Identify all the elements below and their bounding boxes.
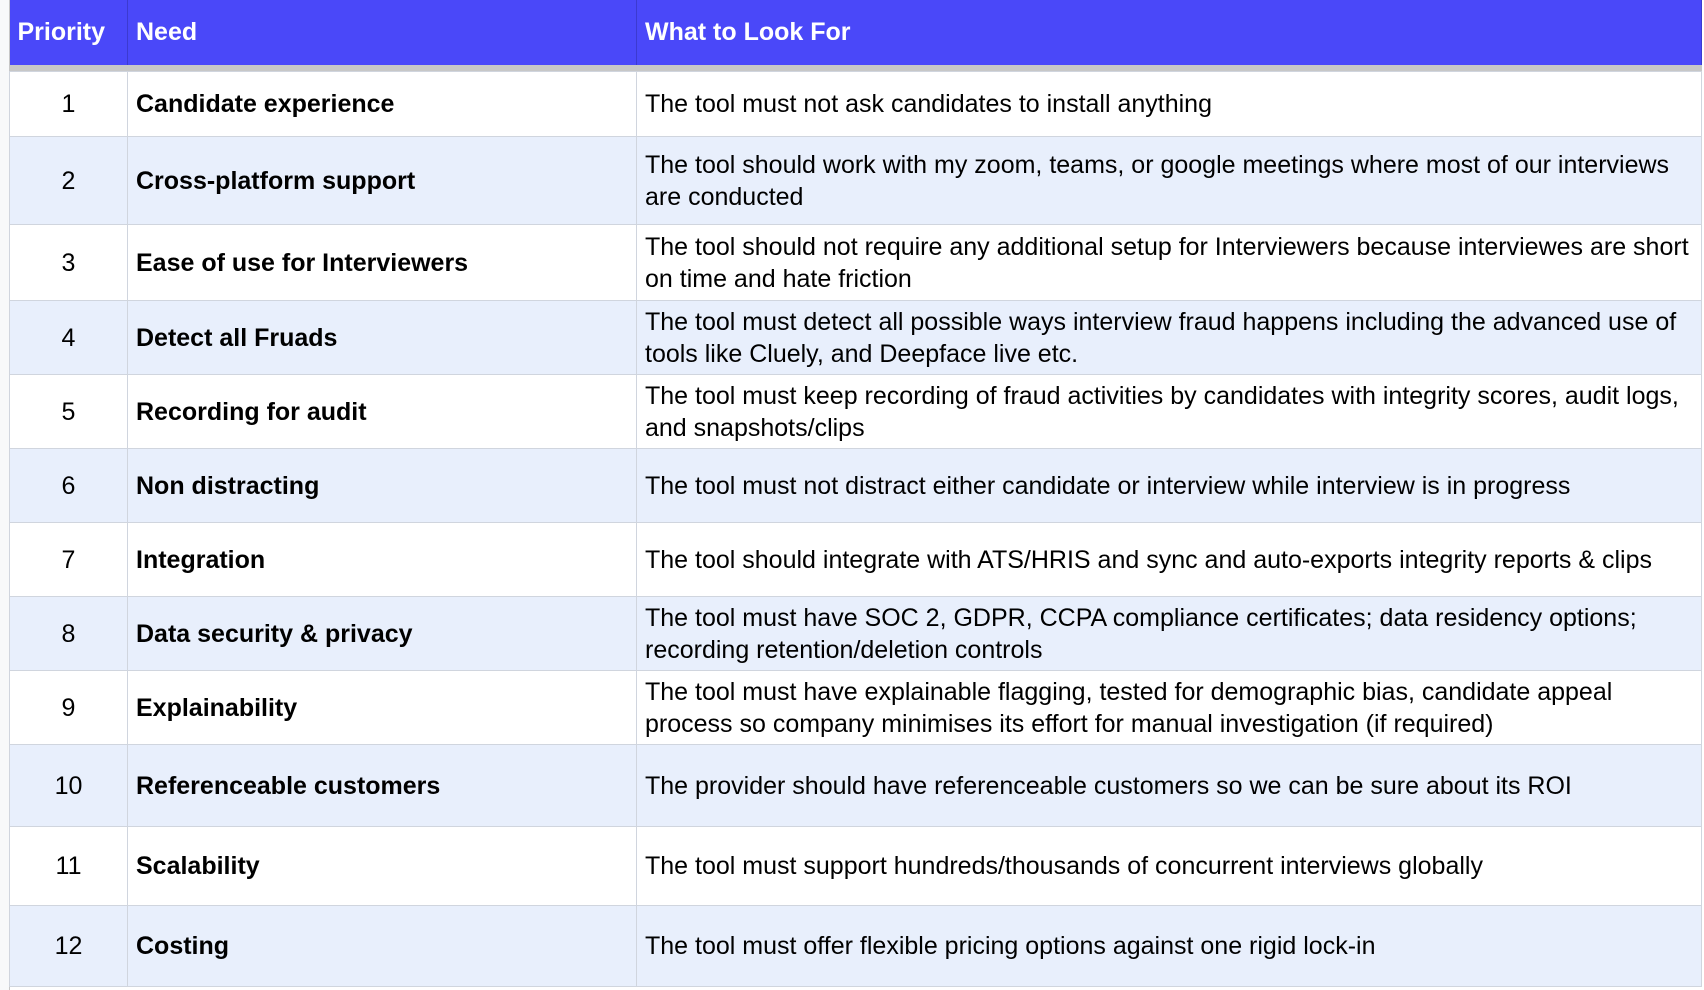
need-cell[interactable]: Cross-platform support [127,136,637,225]
frozen-divider[interactable] [9,65,1702,72]
table-row: 6 Non distracting The tool must not distra… [9,448,1702,523]
look-cell[interactable]: The tool should work with my zoom, teams… [636,136,1702,225]
need-cell[interactable]: Referenceable customers [127,744,637,827]
priority-cell[interactable]: 1 [9,71,128,137]
need-cell[interactable]: Scalability [127,826,637,906]
priority-cell[interactable]: 2 [9,136,128,225]
table-row: 12 Costing The tool must offer flexible pr… [9,905,1702,987]
table-row: 9 Explainability The tool must have explai… [9,670,1702,745]
priority-cell[interactable]: 12 [9,905,128,987]
look-cell[interactable]: The tool must detect all possible ways i… [636,300,1702,375]
look-cell[interactable]: The tool must not ask candidates to inst… [636,71,1702,137]
table-row: 10 Referenceable customers The provider sh… [9,744,1702,827]
need-cell[interactable]: Candidate experience [127,71,637,137]
need-cell[interactable]: Detect all Fruads [127,300,637,375]
look-cell[interactable]: The tool should not require any addition… [636,224,1702,301]
need-cell[interactable]: Costing [127,905,637,987]
need-cell[interactable]: Integration [127,522,637,597]
look-cell[interactable]: The tool must not distract either candid… [636,448,1702,523]
header-need[interactable]: Need [127,0,637,65]
header-look[interactable]: What to Look For [636,0,1702,65]
table-row: 8 Data security & privacy The tool must ha… [9,596,1702,671]
priority-cell[interactable]: 7 [9,522,128,597]
table-row: 11 Scalability The tool must support hundr… [9,826,1702,906]
priority-cell[interactable]: 8 [9,596,128,671]
priority-cell[interactable]: 10 [9,744,128,827]
priority-cell[interactable]: 6 [9,448,128,523]
table-row: 4 Detect all Fruads The tool must detect a… [9,300,1702,375]
look-cell[interactable]: The tool must keep recording of fraud ac… [636,374,1702,449]
priority-cell[interactable]: 11 [9,826,128,906]
need-cell[interactable]: Non distracting [127,448,637,523]
look-cell[interactable]: The tool must support hundreds/thousands… [636,826,1702,906]
priority-cell[interactable]: 4 [9,300,128,375]
header-priority[interactable]: Priority [9,0,128,65]
look-cell[interactable]: The provider should have referenceable c… [636,744,1702,827]
priority-cell[interactable]: 9 [9,670,128,745]
need-cell[interactable]: Recording for audit [127,374,637,449]
priority-table: Priority Need What to Look For 1 Candidat… [9,0,1702,987]
look-cell[interactable]: The tool must have SOC 2, GDPR, CCPA com… [636,596,1702,671]
priority-cell[interactable]: 5 [9,374,128,449]
table-row: 1 Candidate experience The tool must not a… [9,71,1702,137]
look-cell[interactable]: The tool should integrate with ATS/HRIS … [636,522,1702,597]
need-cell[interactable]: Data security & privacy [127,596,637,671]
table-row: 2 Cross-platform support The tool should w… [9,136,1702,225]
need-cell[interactable]: Ease of use for Interviewers [127,224,637,301]
table-row: 7 Integration The tool should integrate wi… [9,522,1702,597]
table-row: 3 Ease of use for Interviewers The tool sh… [9,224,1702,301]
need-cell[interactable]: Explainability [127,670,637,745]
look-cell[interactable]: The tool must offer flexible pricing opt… [636,905,1702,987]
look-cell[interactable]: The tool must have explainable flagging,… [636,670,1702,745]
priority-cell[interactable]: 3 [9,224,128,301]
header-row: Priority Need What to Look For [9,0,1702,65]
table-row: 5 Recording for audit The tool must keep r… [9,374,1702,449]
